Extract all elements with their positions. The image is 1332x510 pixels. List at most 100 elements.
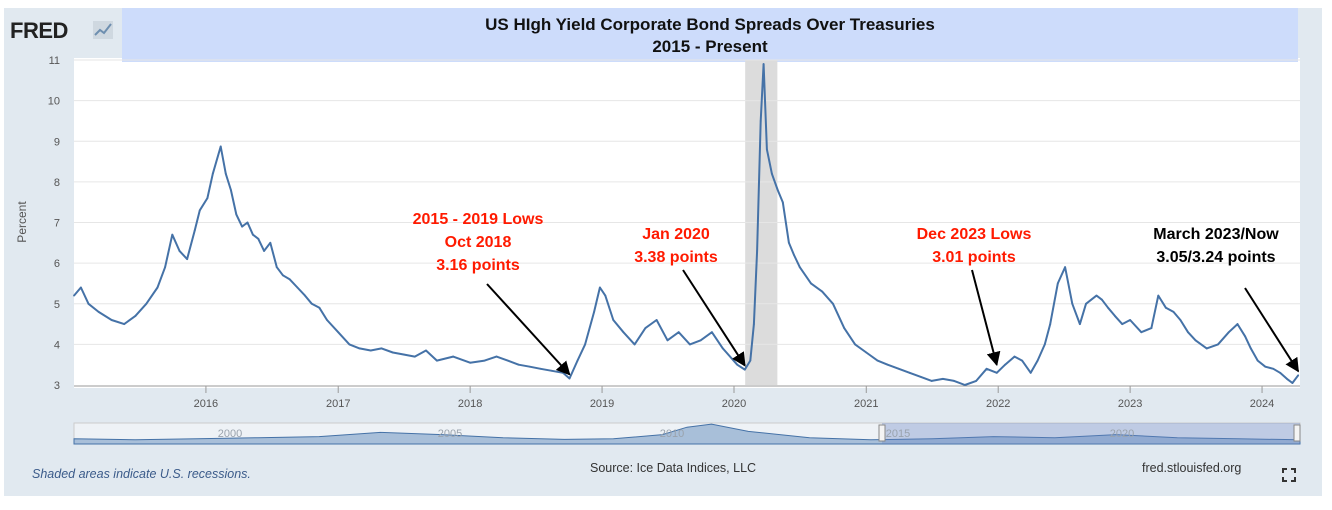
data-point	[612, 319, 615, 321]
site-link[interactable]: fred.stlouisfed.org	[1142, 461, 1242, 475]
data-point	[985, 367, 988, 370]
data-point	[865, 351, 868, 354]
data-point	[832, 302, 834, 305]
data-point	[568, 377, 571, 380]
data-point	[919, 375, 922, 378]
data-point	[666, 339, 669, 342]
fullscreen-icon[interactable]	[1282, 468, 1296, 482]
x-tick-label: 2020	[722, 398, 746, 410]
data-point	[435, 359, 438, 362]
data-point	[178, 250, 181, 252]
data-point	[995, 371, 998, 374]
annotation-arrow	[486, 283, 571, 376]
data-point	[282, 274, 284, 277]
data-point	[506, 359, 509, 362]
data-point	[495, 355, 498, 358]
data-point	[1272, 367, 1275, 370]
data-point	[593, 310, 596, 313]
data-point	[110, 319, 113, 321]
data-point	[633, 343, 636, 346]
data-point	[402, 353, 405, 356]
title-band: US HIgh Yield Corporate Bond Spreads Ove…	[122, 8, 1298, 62]
series-line	[73, 63, 1299, 386]
data-point	[186, 258, 189, 260]
data-point	[235, 213, 238, 216]
data-point	[550, 369, 553, 372]
navigator-tick-label: 2020	[1110, 428, 1134, 440]
data-point	[1194, 339, 1197, 342]
data-point	[752, 323, 755, 325]
data-point	[263, 250, 266, 252]
data-point	[156, 286, 159, 289]
data-point	[123, 323, 126, 325]
y-tick-label: 11	[49, 55, 60, 67]
annotation-text: Jan 2020	[642, 226, 710, 243]
annotation-text: 3.01 points	[932, 249, 1016, 266]
data-point	[788, 241, 790, 244]
data-point	[688, 343, 691, 346]
data-point	[164, 266, 166, 269]
y-tick-label: 10	[48, 96, 60, 108]
navigator-handle[interactable]	[878, 424, 886, 442]
x-tick-label: 2024	[1250, 398, 1274, 410]
data-point	[358, 347, 361, 350]
data-point	[310, 302, 313, 305]
data-point	[655, 319, 658, 321]
data-point	[1129, 319, 1132, 321]
data-point	[304, 294, 306, 297]
navigator-handle[interactable]	[1293, 424, 1301, 442]
data-point	[73, 294, 75, 297]
data-point	[699, 339, 702, 342]
data-point	[771, 172, 773, 175]
annotation-arrow	[682, 269, 746, 367]
recession-note: Shaded areas indicate U.S. recessions.	[32, 467, 251, 481]
data-point	[604, 294, 607, 297]
navigator-tick-label: 2000	[218, 428, 242, 440]
data-point	[1217, 343, 1219, 346]
data-point	[224, 172, 227, 175]
annotation-text: 3.05/3.24 points	[1156, 249, 1275, 266]
annotation-text: Dec 2023 Lows	[917, 226, 1032, 243]
data-point	[941, 378, 944, 380]
data-point	[743, 368, 746, 371]
data-point	[1205, 347, 1208, 350]
data-point	[469, 361, 472, 364]
data-point	[762, 63, 765, 65]
annotation-text: Oct 2018	[445, 234, 512, 251]
annotation-text: March 2023/Now	[1153, 226, 1279, 243]
data-point	[1049, 323, 1052, 325]
data-point	[193, 229, 196, 232]
source-note: Source: Ice Data Indices, LLC	[590, 461, 757, 475]
chart-title: US HIgh Yield Corporate Bond Spreads Ove…	[485, 15, 935, 34]
annotation-text: 3.16 points	[436, 257, 520, 274]
x-tick-label: 2017	[326, 398, 350, 410]
data-point	[1107, 306, 1109, 309]
data-point	[1036, 359, 1039, 362]
data-point	[1064, 266, 1066, 269]
data-point	[1101, 298, 1103, 301]
data-point	[1095, 294, 1098, 297]
data-point	[145, 302, 148, 305]
y-tick-label: 5	[54, 299, 60, 311]
data-point	[1021, 359, 1023, 362]
data-point	[1114, 315, 1116, 317]
navigator-series	[73, 423, 1301, 445]
data-point	[810, 282, 812, 285]
data-point	[562, 371, 564, 374]
navigator-tick-label: 2015	[886, 428, 910, 440]
data-point	[843, 327, 846, 330]
data-point	[821, 290, 824, 293]
data-point	[229, 189, 232, 191]
data-point	[749, 359, 752, 362]
fred-logo[interactable]: FRED	[10, 18, 68, 43]
data-point	[275, 266, 278, 269]
data-point	[171, 233, 174, 236]
annotation-text: 3.38 points	[634, 249, 718, 266]
data-point	[1140, 331, 1143, 334]
data-point	[246, 221, 249, 224]
data-point	[1157, 294, 1160, 297]
data-point	[257, 237, 260, 240]
data-point	[1286, 378, 1288, 380]
data-point	[622, 331, 625, 334]
data-point	[1150, 327, 1153, 330]
